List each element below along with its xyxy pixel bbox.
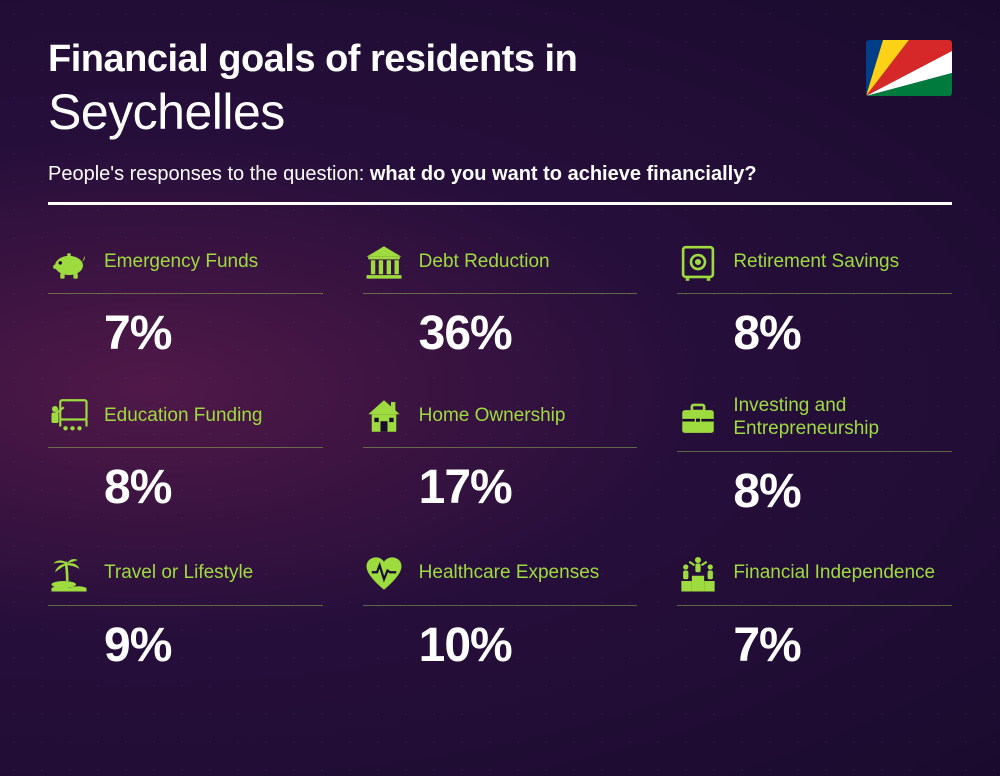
card-label: Debt Reduction bbox=[419, 251, 550, 274]
house-icon bbox=[363, 395, 405, 437]
stats-grid: Emergency Funds 7% Debt Reduction 36% Re… bbox=[48, 241, 952, 673]
card-label: Financial Independence bbox=[733, 562, 935, 585]
card-value: 36% bbox=[419, 306, 638, 361]
card-education-funding: Education Funding 8% bbox=[48, 395, 323, 519]
podium-icon bbox=[677, 553, 719, 595]
card-label: Emergency Funds bbox=[104, 251, 258, 274]
subtitle-lead: People's responses to the question: bbox=[48, 163, 370, 185]
card-value: 7% bbox=[733, 618, 952, 673]
card-debt-reduction: Debt Reduction 36% bbox=[363, 241, 638, 361]
card-label: Travel or Lifestyle bbox=[104, 562, 253, 585]
card-value: 10% bbox=[419, 618, 638, 673]
card-label: Retirement Savings bbox=[733, 251, 899, 274]
education-icon bbox=[48, 395, 90, 437]
card-emergency-funds: Emergency Funds 7% bbox=[48, 241, 323, 361]
card-value: 8% bbox=[733, 464, 952, 519]
subtitle-bold: what do you want to achieve financially? bbox=[370, 163, 757, 185]
piggy-icon bbox=[48, 241, 90, 283]
card-value: 17% bbox=[419, 460, 638, 515]
header: Financial goals of residents in Seychell… bbox=[48, 38, 952, 205]
subtitle: People's responses to the question: what… bbox=[48, 163, 952, 186]
heart-icon bbox=[363, 553, 405, 595]
card-financial-independence: Financial Independence 7% bbox=[677, 553, 952, 673]
briefcase-icon bbox=[677, 397, 719, 439]
card-home-ownership: Home Ownership 17% bbox=[363, 395, 638, 519]
safe-icon bbox=[677, 241, 719, 283]
divider bbox=[48, 202, 952, 205]
card-healthcare: Healthcare Expenses 10% bbox=[363, 553, 638, 673]
card-retirement-savings: Retirement Savings 8% bbox=[677, 241, 952, 361]
card-value: 9% bbox=[104, 618, 323, 673]
card-travel-lifestyle: Travel or Lifestyle 9% bbox=[48, 553, 323, 673]
card-label: Home Ownership bbox=[419, 405, 566, 428]
card-label: Healthcare Expenses bbox=[419, 562, 600, 585]
card-investing: Investing and Entrepreneurship 8% bbox=[677, 395, 952, 519]
seychelles-flag bbox=[866, 40, 952, 96]
card-value: 8% bbox=[104, 460, 323, 515]
bank-icon bbox=[363, 241, 405, 283]
card-label: Education Funding bbox=[104, 405, 262, 428]
card-label: Investing and Entrepreneurship bbox=[733, 395, 952, 441]
palm-icon bbox=[48, 553, 90, 595]
title-prefix: Financial goals of residents in bbox=[48, 38, 952, 81]
card-value: 8% bbox=[733, 306, 952, 361]
card-value: 7% bbox=[104, 306, 323, 361]
title-country: Seychelles bbox=[48, 83, 952, 141]
